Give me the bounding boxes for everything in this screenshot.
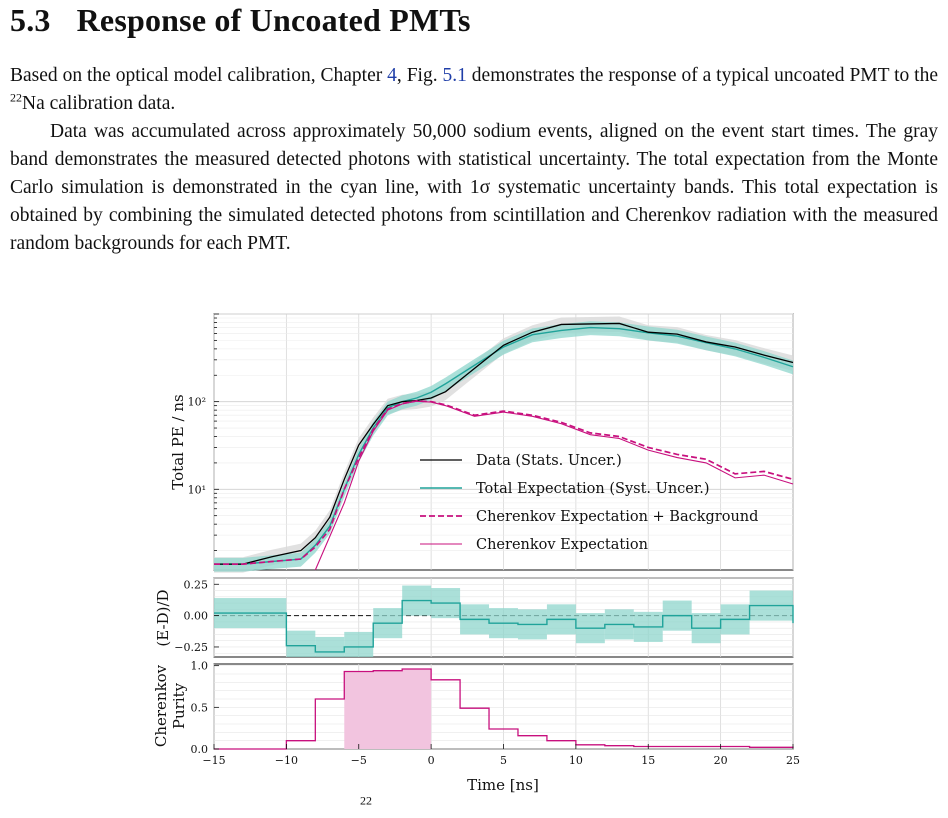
section-number: 5.3 bbox=[10, 2, 51, 38]
isotope-symbol: Na bbox=[22, 93, 45, 114]
figure-link[interactable]: 5.1 bbox=[442, 65, 467, 86]
x-tick-label: 0 bbox=[428, 754, 435, 767]
legend-label: Total Expectation (Syst. Uncer.) bbox=[476, 481, 710, 497]
x-tick-label: 25 bbox=[786, 754, 800, 767]
x-tick-label: −10 bbox=[275, 754, 298, 767]
section-heading: 5.3 Response of Uncoated PMTs bbox=[10, 2, 471, 39]
middle-y-tick-label: 0.00 bbox=[184, 610, 209, 623]
legend-label: Cherenkov Expectation bbox=[476, 537, 648, 553]
residual-band-bin bbox=[344, 631, 374, 657]
legend-label: Data (Stats. Uncer.) bbox=[476, 453, 622, 469]
purity-shaded-region bbox=[344, 669, 432, 749]
purity-label-line-2: Purity bbox=[170, 682, 188, 729]
top-ylabel: Total PE / ns bbox=[169, 394, 187, 489]
data-uncertainty-band bbox=[214, 316, 793, 573]
pmt-response-figure: 10¹ 10² Total PE / ns Data (Stats. Uncer.… bbox=[152, 313, 800, 794]
top-y-tick-label: 10¹ bbox=[188, 483, 206, 496]
total-expectation-band bbox=[214, 321, 793, 572]
purity-label-line-1: Cherenkov bbox=[152, 664, 170, 747]
residual-step-line bbox=[214, 599, 794, 653]
bottom-panel: 0.0 0.5 1.0 −15 −10 −5 0 5 10 15 20 25 CherenkovPu… bbox=[152, 660, 800, 794]
paragraph-1-text-c: demonstrates the response of a typical u… bbox=[466, 65, 939, 86]
x-axis-label: Time [ns] bbox=[467, 776, 539, 794]
caption-superscript: 22 bbox=[360, 793, 372, 808]
paragraph-1-text-b: , Fig. bbox=[396, 65, 443, 86]
chapter-link[interactable]: 4 bbox=[387, 65, 397, 86]
residual-band-bin bbox=[315, 636, 345, 657]
middle-y-tick-label: 0.25 bbox=[184, 578, 209, 591]
cherenkov-plus-background-line bbox=[214, 400, 794, 565]
x-tick-label: −15 bbox=[202, 754, 225, 767]
paragraph-1: Based on the optical model calibration, … bbox=[10, 62, 938, 118]
paragraph-2: Data was accumulated across approximatel… bbox=[10, 121, 938, 254]
top-panel: 10¹ 10² Total PE / ns Data (Stats. Uncer.… bbox=[169, 313, 794, 573]
legend-label: Cherenkov Expectation + Background bbox=[476, 509, 758, 525]
legend: Data (Stats. Uncer.) Total Expectation (S… bbox=[420, 453, 758, 553]
x-tick-label: 5 bbox=[500, 754, 507, 767]
x-tick-label: 10 bbox=[569, 754, 583, 767]
x-tick-label: 20 bbox=[714, 754, 728, 767]
paragraph-1-text-a: Based on the optical model calibration, … bbox=[10, 65, 388, 86]
x-tick-label: 15 bbox=[641, 754, 655, 767]
purity-step-line bbox=[214, 668, 794, 750]
isotope-mass-number: 22 bbox=[10, 90, 22, 105]
data-line bbox=[214, 322, 794, 565]
middle-panel: 0.25 0.00 −0.25 (E-D)/D bbox=[154, 577, 794, 658]
section-title: Response of Uncoated PMTs bbox=[76, 2, 471, 38]
top-y-tick-label: 10² bbox=[188, 396, 206, 409]
x-tick-label: −5 bbox=[351, 754, 367, 767]
caption-fragment: 22 bbox=[360, 795, 372, 814]
bottom-y-tick-label: 0.5 bbox=[191, 701, 209, 714]
middle-y-tick-label: −0.25 bbox=[174, 641, 208, 654]
total-expectation-line bbox=[214, 326, 794, 565]
bottom-y-tick-label: 0.0 bbox=[191, 743, 209, 756]
bottom-ylabel: CherenkovPurity bbox=[152, 664, 188, 747]
paragraph-1-text-d: calibration data. bbox=[44, 93, 176, 114]
cherenkov-expectation-line bbox=[314, 400, 794, 571]
bottom-y-tick-label: 1.0 bbox=[191, 660, 209, 673]
residual-band-bin bbox=[286, 630, 316, 657]
middle-ylabel: (E-D)/D bbox=[154, 589, 172, 646]
